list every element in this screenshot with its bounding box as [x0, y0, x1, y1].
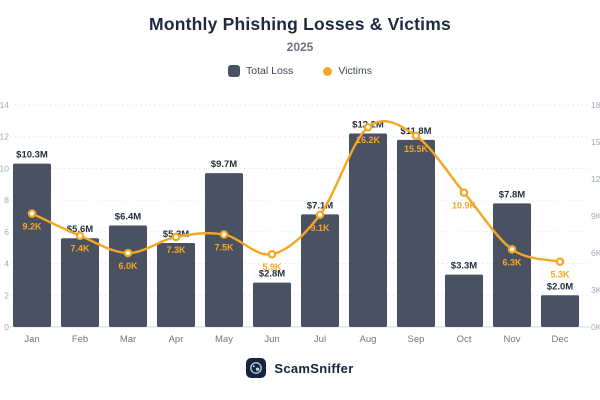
x-axis-label-sep: Sep [408, 334, 425, 345]
bar-label-oct: $3.3M [451, 261, 477, 272]
y-axis-left-label: 12 [0, 132, 9, 142]
bar-may [205, 173, 243, 327]
bar-aug [349, 133, 387, 327]
x-axis-label-mar: Mar [120, 334, 136, 345]
chart-subtitle: 2025 [286, 40, 314, 54]
victims-point-apr [171, 232, 181, 242]
x-axis-label-may: May [215, 334, 233, 345]
y-axis-left-label: 10 [0, 163, 9, 173]
bar-label-dec: $2.0M [547, 281, 573, 292]
victims-label-may: 7.5K [214, 243, 234, 253]
y-axis-left-label: 4 [4, 259, 9, 269]
chart-legend: Total Loss Victims [0, 65, 600, 77]
bar-oct [445, 274, 483, 327]
bar-jun [253, 282, 291, 327]
victims-label-oct: 10.9K [452, 201, 477, 211]
total-loss-swatch-icon [228, 65, 241, 77]
x-axis-label-apr: Apr [169, 334, 184, 345]
victims-label-apr: 7.3K [166, 245, 186, 255]
bar-jul [301, 214, 339, 327]
bar-label-feb: $5.6M [67, 224, 93, 235]
victims-label-jan: 9.2K [22, 222, 42, 232]
y-axis-right-label: 15K [591, 137, 600, 147]
bar-label-jan: $10.3M [16, 150, 48, 161]
victims-point-jan [27, 209, 37, 218]
brand-footer: ScamSniffer [0, 358, 600, 378]
bar-jan [13, 163, 51, 327]
bar-label-nov: $7.8M [499, 189, 525, 200]
bar-label-may: $9.7M [211, 159, 237, 170]
x-axis-label-jun: Jun [264, 334, 279, 345]
y-axis-left-label: 6 [4, 227, 9, 237]
bar-feb [61, 238, 99, 327]
brand-name: ScamSniffer [274, 360, 354, 376]
victims-point-aug [363, 122, 373, 132]
victims-point-oct [459, 188, 469, 197]
y-axis-right-label: 18K [591, 100, 600, 110]
y-axis-right-label: 6K [591, 248, 600, 258]
victims-swatch-icon [323, 66, 333, 76]
victims-label-dec: 5.3K [550, 270, 570, 280]
x-axis-label-nov: Nov [504, 334, 521, 345]
victims-point-dec [555, 257, 565, 266]
victims-label-aug: 16.2K [356, 135, 381, 145]
y-axis-right-label: 9K [591, 211, 600, 221]
bar-dec [541, 295, 579, 327]
legend-label-victims: Victims [338, 65, 372, 77]
legend-item-total-loss[interactable]: Total Loss [228, 65, 293, 77]
victims-point-feb [75, 231, 85, 241]
victims-point-may [219, 230, 229, 239]
legend-item-victims[interactable]: Victims [323, 65, 372, 77]
bar-sep [397, 139, 435, 327]
victims-label-mar: 6.0K [118, 261, 138, 271]
x-axis-label-jan: Jan [24, 334, 39, 345]
y-axis-left-label: 8 [4, 195, 9, 205]
chart-header: Monthly Phishing Losses & Victims 2025 T… [0, 0, 600, 77]
victims-point-nov [507, 245, 517, 254]
combo-chart-canvas: 0 2 4 6 8 10 12 14 0K 3K 6K 9K 12K 15K 18K $10.3M Jan $5.… [0, 100, 600, 345]
y-axis-right-label: 12K [591, 174, 600, 184]
bar-label-mar: $6.4M [115, 212, 141, 223]
bar-nov [493, 203, 531, 327]
bar-label-jun: $2.8M [259, 269, 285, 280]
x-axis-label-oct: Oct [457, 334, 472, 345]
scamsniffer-logo-icon [246, 358, 267, 378]
victims-label-sep: 15.5K [404, 144, 429, 154]
victims-point-sep [411, 131, 421, 141]
x-axis-label-aug: Aug [360, 334, 377, 345]
y-axis-left-label: 14 [0, 100, 9, 110]
bar-apr [157, 242, 195, 327]
x-axis-label-dec: Dec [552, 334, 569, 345]
y-axis-left-label: 0 [4, 322, 9, 332]
victims-point-mar [123, 248, 133, 258]
x-axis-label-jul: Jul [314, 334, 326, 345]
y-axis-right-label: 3K [591, 285, 600, 295]
bar-label-sep: $11.8M [400, 126, 431, 137]
victims-label-feb: 7.4K [70, 244, 90, 254]
victims-label-jul: 9.1K [310, 223, 330, 233]
bar-label-jul: $7.1M [307, 200, 333, 211]
victims-label-jun: 5.9K [262, 262, 282, 272]
chart-title: Monthly Phishing Losses & Victims [149, 14, 451, 34]
legend-label-total-loss: Total Loss [246, 65, 294, 77]
victims-point-jul [315, 210, 325, 220]
victims-label-nov: 6.3K [502, 257, 522, 267]
y-axis-right-label: 0K [591, 322, 600, 332]
bar-mar [109, 225, 147, 327]
x-axis-label-feb: Feb [72, 334, 88, 345]
y-axis-left-label: 2 [4, 290, 9, 300]
victims-point-jun [267, 249, 277, 259]
